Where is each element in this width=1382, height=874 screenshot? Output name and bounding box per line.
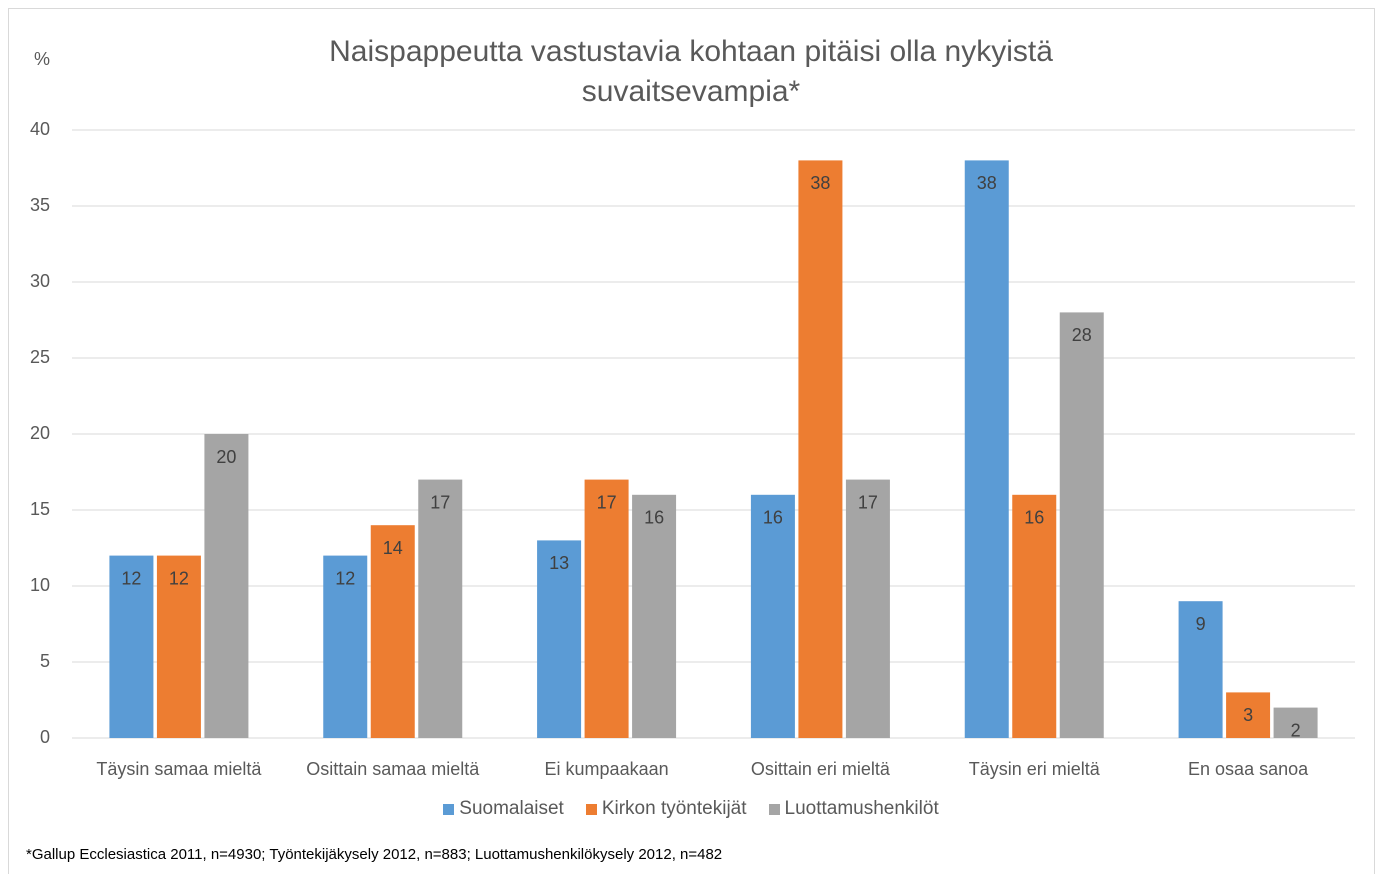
y-tick-label: 40: [30, 119, 50, 139]
x-tick-label: Ei kumpaakaan: [545, 759, 669, 779]
bar: [584, 479, 629, 738]
bar: [370, 525, 415, 738]
bar: [418, 479, 463, 738]
data-label: 17: [597, 492, 617, 512]
bar: [1012, 494, 1057, 738]
y-axis-label: %: [34, 49, 50, 69]
legend-label: Kirkon työntekijät: [601, 798, 747, 819]
bar: [204, 434, 249, 738]
y-tick-label: 30: [30, 271, 50, 291]
legend-item: Kirkon työntekijät: [585, 798, 747, 820]
data-label: 13: [549, 553, 569, 573]
legend: Suomalaiset Kirkon työntekijät Luottamushe…: [0, 798, 1382, 820]
y-tick-label: 10: [30, 575, 50, 595]
legend-swatch: [585, 803, 597, 815]
legend-swatch: [443, 803, 455, 815]
bar: [1226, 692, 1271, 738]
footnote: *Gallup Ecclesiastica 2011, n=4930; Työn…: [26, 846, 723, 863]
bar: [109, 555, 154, 738]
y-tick-label: 25: [30, 347, 50, 367]
data-label: 14: [383, 538, 403, 558]
bar: [1273, 707, 1318, 738]
data-label: 20: [216, 447, 236, 467]
chart-border: [8, 8, 1375, 874]
bar: [1059, 312, 1104, 738]
data-label: 17: [430, 492, 450, 512]
legend-item: Suomalaiset: [443, 798, 564, 820]
bar: [798, 160, 843, 738]
bar: [1178, 601, 1223, 738]
y-tick-label: 20: [30, 423, 50, 443]
bar: [750, 494, 795, 738]
x-tick-label: En osaa sanoa: [1188, 759, 1309, 779]
bar: [632, 494, 677, 738]
data-label: 38: [977, 173, 997, 193]
x-tick-label: Täysin samaa mieltä: [96, 759, 262, 779]
data-label: 12: [335, 568, 355, 588]
data-label: 28: [1072, 325, 1092, 345]
legend-label: Suomalaiset: [459, 798, 564, 819]
data-label: 12: [169, 568, 189, 588]
data-label: 12: [121, 568, 141, 588]
data-label: 16: [1024, 508, 1044, 528]
data-label: 38: [810, 173, 830, 193]
data-label: 9: [1196, 614, 1206, 634]
legend-item: Luottamushenkilöt: [768, 798, 939, 820]
y-tick-label: 0: [40, 727, 50, 747]
bar: [323, 555, 368, 738]
bar: [156, 555, 201, 738]
y-tick-label: 5: [40, 651, 50, 671]
bar: [845, 479, 890, 738]
legend-swatch: [768, 803, 780, 815]
data-label: 16: [763, 508, 783, 528]
y-tick-label: 15: [30, 499, 50, 519]
x-tick-label: Osittain eri mieltä: [751, 759, 891, 779]
bar: [537, 540, 582, 738]
chart-title: Naispappeutta vastustavia kohtaan pitäis…: [329, 35, 1053, 108]
data-label: 2: [1291, 720, 1301, 740]
data-label: 3: [1243, 705, 1253, 725]
data-label: 17: [858, 492, 878, 512]
bar: [964, 160, 1009, 738]
x-tick-label: Täysin eri mieltä: [969, 759, 1101, 779]
data-label: 16: [644, 508, 664, 528]
legend-label: Luottamushenkilöt: [784, 798, 939, 819]
x-tick-label: Osittain samaa mieltä: [306, 759, 480, 779]
y-tick-label: 35: [30, 195, 50, 215]
